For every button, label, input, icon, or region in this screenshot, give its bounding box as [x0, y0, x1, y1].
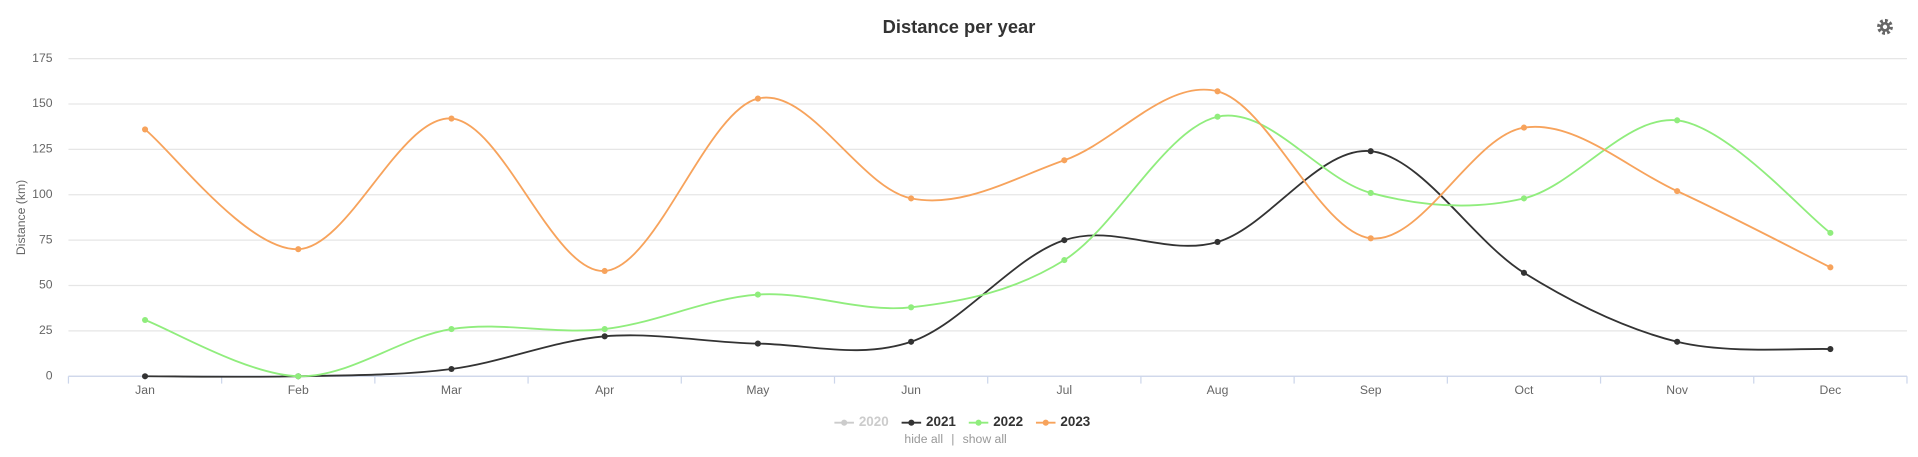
data-point — [1367, 148, 1374, 155]
x-tick-label: Sep — [1360, 383, 1382, 397]
line-series — [144, 114, 1831, 378]
legend-marker — [841, 419, 848, 426]
data-point — [1367, 189, 1374, 197]
legend-item[interactable]: 2020 — [859, 414, 889, 429]
x-tick-label: Mar — [441, 383, 462, 397]
data-point — [448, 115, 455, 122]
data-point — [1674, 188, 1681, 195]
y-tick-label: 175 — [32, 51, 53, 65]
data-point — [141, 126, 149, 133]
data-point — [1367, 235, 1374, 242]
data-point — [1061, 237, 1068, 244]
legend-action[interactable]: show all — [963, 432, 1007, 446]
x-tick-label: Feb — [288, 383, 309, 397]
y-tick-label: 100 — [32, 187, 53, 201]
data-point — [601, 333, 608, 340]
x-tick-label: Dec — [1820, 383, 1842, 397]
y-tick-label: 75 — [39, 232, 53, 246]
data-point — [908, 195, 915, 202]
data-point — [448, 365, 455, 373]
data-point — [1520, 124, 1528, 131]
x-tick-label: Aug — [1207, 383, 1229, 397]
x-tick-label: Apr — [595, 383, 614, 397]
data-point — [448, 326, 455, 333]
data-point — [1214, 88, 1221, 95]
y-tick-label: 25 — [39, 323, 53, 337]
data-point — [1827, 264, 1834, 271]
data-point — [295, 373, 302, 380]
data-point — [908, 338, 915, 345]
legend-marker — [1042, 419, 1049, 426]
y-tick-label: 125 — [32, 142, 53, 156]
x-tick-label: Jan — [135, 383, 155, 397]
data-point — [1061, 257, 1068, 264]
data-point — [601, 267, 608, 275]
data-point — [1674, 117, 1681, 124]
data-point — [1520, 195, 1528, 202]
y-tick-label: 150 — [32, 96, 53, 110]
y-tick-label: 50 — [39, 278, 53, 292]
y-tick-label: 0 — [46, 368, 53, 382]
data-point — [1520, 269, 1528, 276]
data-point — [295, 246, 302, 253]
line-series — [145, 150, 1831, 378]
data-point — [754, 340, 761, 347]
x-tick-label: Jun — [901, 383, 921, 397]
x-tick-label: Jul — [1057, 383, 1073, 397]
legend-item[interactable]: 2021 — [926, 414, 956, 429]
legend-marker — [908, 419, 915, 426]
settings-icon[interactable] — [1877, 18, 1893, 35]
chart-title: Distance per year — [883, 16, 1036, 37]
data-point — [601, 326, 608, 333]
legend-item[interactable]: 2022 — [993, 414, 1023, 429]
legend-marker — [975, 419, 982, 426]
data-point — [1674, 338, 1681, 345]
data-point — [1827, 229, 1834, 236]
x-tick-label: Nov — [1666, 383, 1689, 397]
x-tick-label: Oct — [1514, 383, 1534, 397]
data-point — [1827, 345, 1834, 353]
data-point — [1214, 238, 1221, 246]
x-tick-label: May — [746, 383, 770, 397]
legend-item[interactable]: 2023 — [1060, 414, 1090, 429]
legend-separator: | — [951, 432, 954, 446]
data-point — [754, 95, 761, 102]
data-point — [1061, 157, 1068, 164]
y-axis-title: Distance (km) — [14, 180, 28, 255]
data-point — [908, 304, 915, 311]
legend-action[interactable]: hide all — [904, 432, 943, 446]
data-point — [1214, 113, 1221, 120]
data-point — [141, 316, 149, 324]
data-point — [141, 373, 149, 380]
data-point — [754, 291, 761, 298]
